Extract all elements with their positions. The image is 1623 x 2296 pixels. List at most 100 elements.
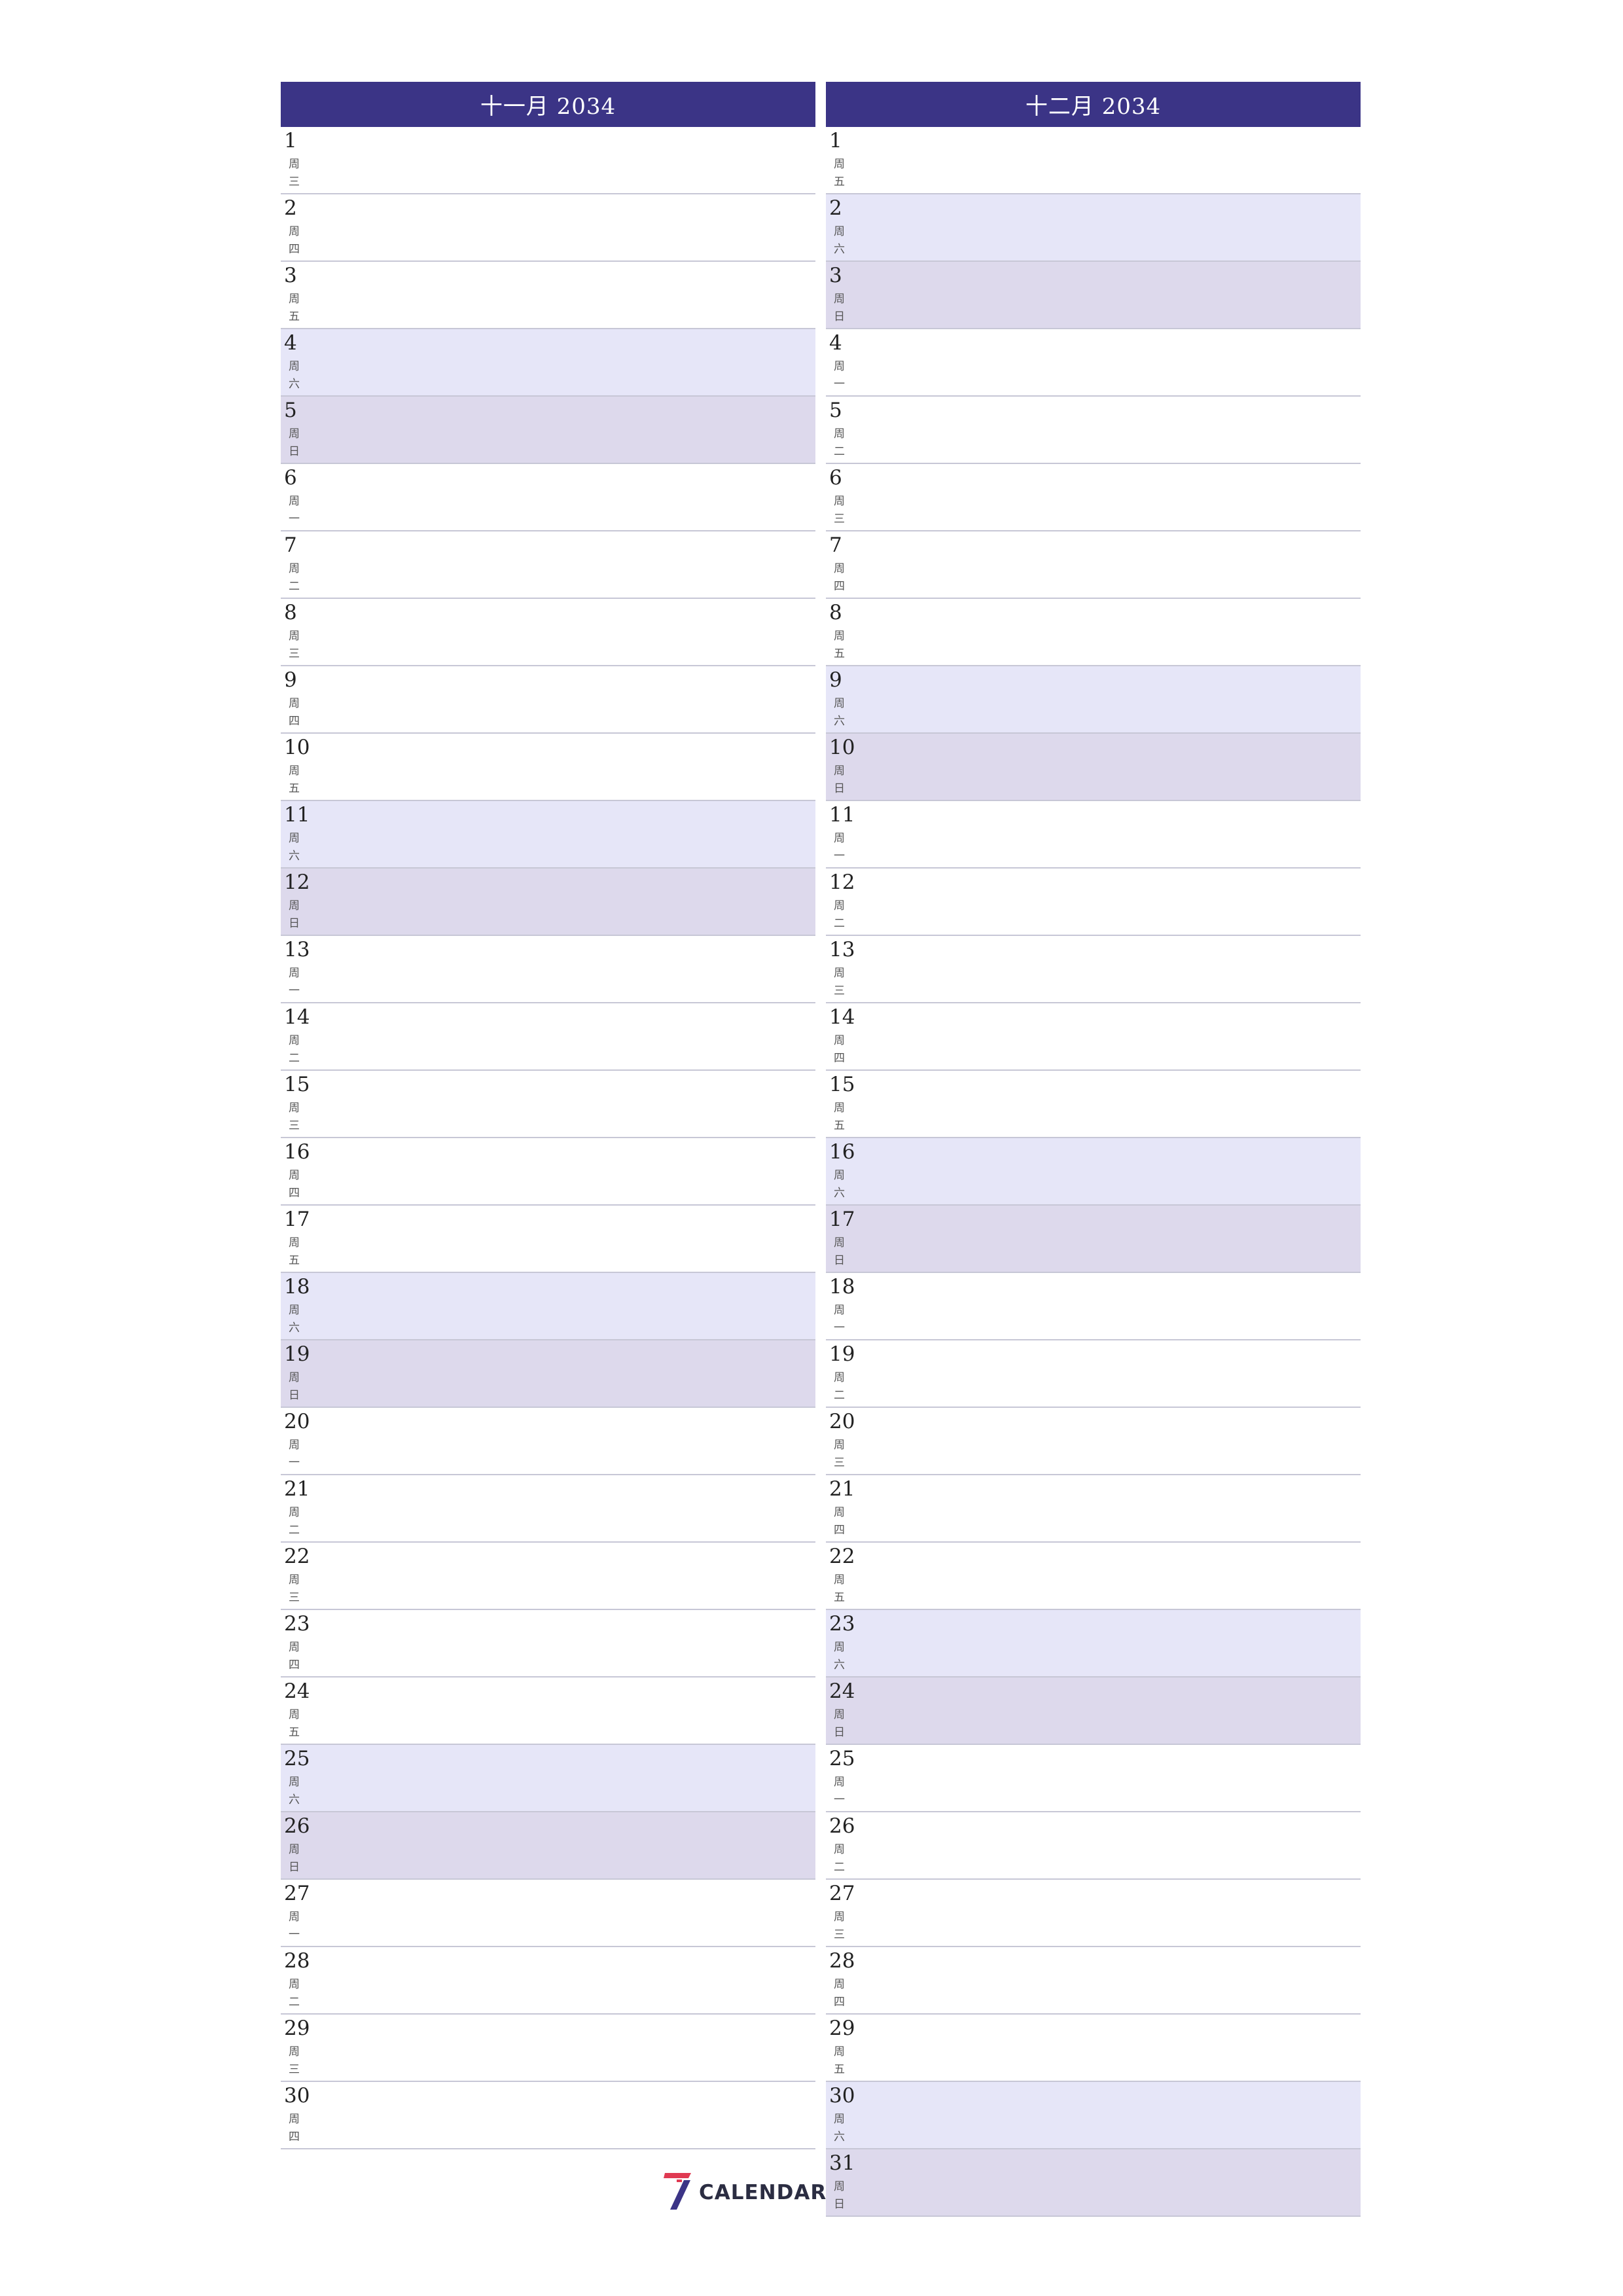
weekday-label: 周二 xyxy=(289,1978,300,2009)
day-number: 29 xyxy=(284,2017,310,2040)
day-number: 28 xyxy=(284,1949,310,1973)
day-row: 22 周五 xyxy=(826,1543,1361,1610)
day-number: 31 xyxy=(829,2151,855,2175)
weekday-label: 周三 xyxy=(834,495,845,526)
weekday-label: 周五 xyxy=(289,1708,300,1739)
day-row: 4 周一 xyxy=(826,329,1361,397)
weekday-label: 周三 xyxy=(834,1910,845,1941)
weekday-label: 周六 xyxy=(834,1169,845,1200)
day-row: 6 周一 xyxy=(281,464,815,531)
day-number: 15 xyxy=(829,1073,855,1096)
weekday-label: 周五 xyxy=(834,1102,845,1132)
day-row: 11 周六 xyxy=(281,801,815,869)
day-row: 12 周二 xyxy=(826,869,1361,936)
day-row: 31 周日 xyxy=(826,2149,1361,2217)
day-number: 26 xyxy=(829,1814,855,1838)
day-row: 29 周三 xyxy=(281,2015,815,2082)
weekday-label: 周五 xyxy=(834,158,845,188)
weekday-label: 周日 xyxy=(834,1708,845,1739)
day-number: 8 xyxy=(284,601,297,624)
day-number: 3 xyxy=(829,264,842,287)
day-row: 15 周三 xyxy=(281,1071,815,1138)
weekday-label: 周三 xyxy=(289,2045,300,2076)
day-row: 9 周六 xyxy=(826,666,1361,734)
day-row: 19 周日 xyxy=(281,1340,815,1408)
day-number: 26 xyxy=(284,1814,310,1838)
month-column-november: 十一月 2034 1 周三 2 周四 3 周五 4 周六 5 周日 6 周一 7 周二 8 周三 9 周四 10 周五… xyxy=(281,82,815,2149)
day-row: 4 周六 xyxy=(281,329,815,397)
day-number: 30 xyxy=(829,2084,855,2108)
day-row: 26 周二 xyxy=(826,1812,1361,1880)
day-number: 17 xyxy=(829,1208,855,1231)
weekday-label: 周二 xyxy=(289,1506,300,1537)
day-row: 13 周三 xyxy=(826,936,1361,1003)
weekday-label: 周三 xyxy=(289,1573,300,1604)
weekday-label: 周五 xyxy=(834,1573,845,1604)
day-number: 14 xyxy=(829,1005,855,1029)
day-number: 23 xyxy=(284,1612,310,1636)
weekday-label: 周四 xyxy=(289,1169,300,1200)
day-number: 24 xyxy=(284,1679,310,1703)
day-row: 20 周三 xyxy=(826,1408,1361,1475)
day-number: 19 xyxy=(829,1342,855,1366)
day-number: 28 xyxy=(829,1949,855,1973)
day-number: 18 xyxy=(829,1275,855,1299)
day-row: 21 周四 xyxy=(826,1475,1361,1543)
day-number: 2 xyxy=(829,196,842,220)
day-number: 21 xyxy=(829,1477,855,1501)
weekday-label: 周三 xyxy=(834,967,845,997)
day-number: 19 xyxy=(284,1342,310,1366)
day-number: 7 xyxy=(829,533,842,557)
month-title: 十一月 2034 xyxy=(281,82,815,127)
weekday-label: 周五 xyxy=(834,630,845,660)
day-row: 24 周五 xyxy=(281,1677,815,1745)
day-row: 1 周三 xyxy=(281,127,815,194)
day-row: 15 周五 xyxy=(826,1071,1361,1138)
weekday-label: 周六 xyxy=(834,225,845,256)
weekday-label: 周二 xyxy=(834,1371,845,1402)
day-number: 1 xyxy=(829,129,842,152)
day-row: 28 周二 xyxy=(281,1947,815,2015)
day-number: 13 xyxy=(829,938,855,961)
weekday-label: 周日 xyxy=(834,2180,845,2211)
day-row: 18 周六 xyxy=(281,1273,815,1340)
weekday-label: 周三 xyxy=(289,158,300,188)
day-row: 11 周一 xyxy=(826,801,1361,869)
weekday-label: 周六 xyxy=(834,2113,845,2144)
day-number: 4 xyxy=(829,331,842,355)
weekday-label: 周三 xyxy=(289,630,300,660)
day-number: 4 xyxy=(284,331,297,355)
weekday-label: 周日 xyxy=(289,1843,300,1874)
day-row: 30 周六 xyxy=(826,2082,1361,2149)
day-row: 13 周一 xyxy=(281,936,815,1003)
weekday-label: 周四 xyxy=(834,562,845,593)
weekday-label: 周二 xyxy=(834,1843,845,1874)
day-number: 10 xyxy=(829,736,855,759)
day-row: 14 周二 xyxy=(281,1003,815,1071)
weekday-label: 周三 xyxy=(289,1102,300,1132)
weekday-label: 周日 xyxy=(834,764,845,795)
day-number: 16 xyxy=(284,1140,310,1164)
weekday-label: 周日 xyxy=(289,899,300,930)
weekday-label: 周五 xyxy=(289,1236,300,1267)
day-row: 6 周三 xyxy=(826,464,1361,531)
weekday-label: 周二 xyxy=(289,562,300,593)
day-row: 10 周日 xyxy=(826,734,1361,801)
weekday-label: 周日 xyxy=(289,427,300,458)
day-number: 25 xyxy=(284,1747,310,1770)
weekday-label: 周四 xyxy=(289,2113,300,2144)
day-number: 18 xyxy=(284,1275,310,1299)
day-row: 20 周一 xyxy=(281,1408,815,1475)
logo-text: CALENDAR xyxy=(699,2181,827,2204)
day-row: 25 周六 xyxy=(281,1745,815,1812)
day-number: 6 xyxy=(284,466,297,490)
weekday-label: 周一 xyxy=(834,1304,845,1335)
weekday-label: 周二 xyxy=(289,1034,300,1065)
day-number: 1 xyxy=(284,129,297,152)
day-number: 9 xyxy=(284,668,297,692)
weekday-label: 周六 xyxy=(289,1304,300,1335)
day-row: 17 周五 xyxy=(281,1206,815,1273)
day-number: 12 xyxy=(284,870,310,894)
day-row: 22 周三 xyxy=(281,1543,815,1610)
day-row: 16 周六 xyxy=(826,1138,1361,1206)
